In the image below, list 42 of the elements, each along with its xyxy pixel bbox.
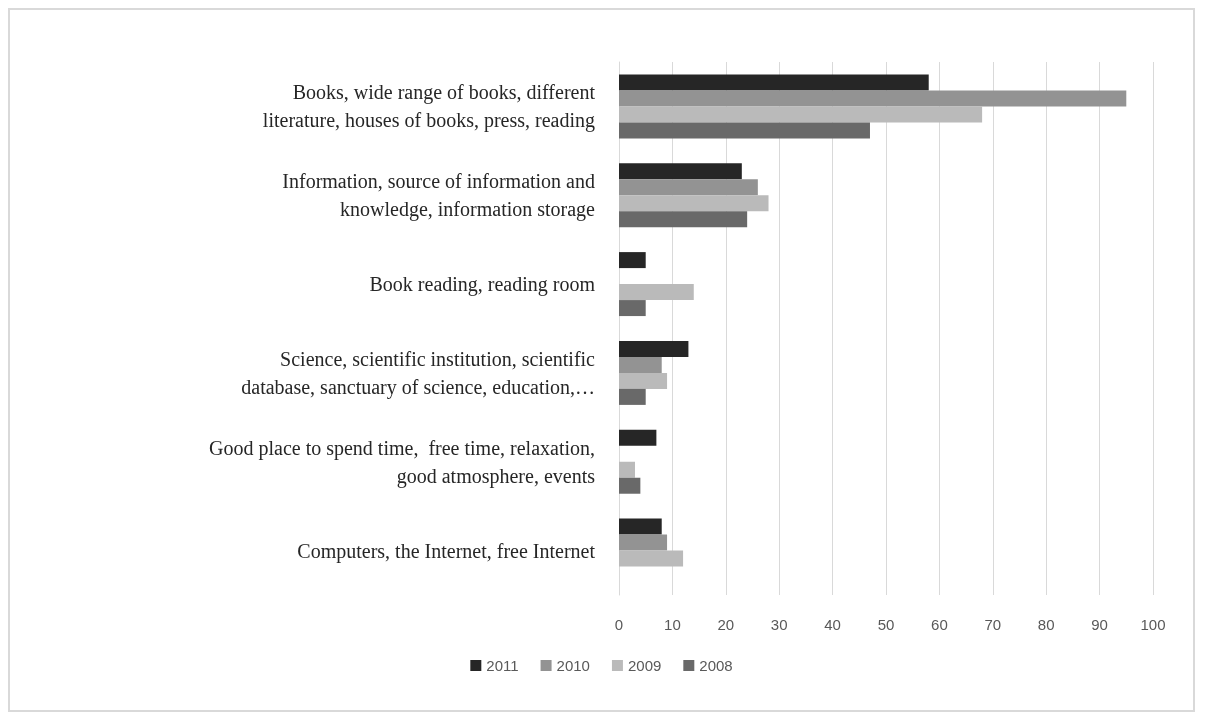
- bar: [619, 74, 929, 91]
- x-tick-label: 100: [1140, 616, 1166, 633]
- bar: [619, 179, 758, 196]
- x-tick-label: 80: [1037, 616, 1055, 633]
- y-tick-label: Books, wide range of books, different literature, houses of books, press, reading: [262, 81, 596, 133]
- y-tick-label: Science, scientific institution, scientific database, sanctuary of science, education,…: [241, 347, 596, 399]
- bar: [619, 163, 742, 180]
- bar: [619, 122, 870, 139]
- y-tick-label: Computers, the Internet, free Internet: [297, 539, 596, 563]
- bar: [619, 372, 668, 389]
- y-tick-label: Book reading, reading room: [369, 273, 596, 297]
- legend-label: 2008: [699, 657, 733, 674]
- bar: [619, 356, 662, 373]
- bar: [619, 195, 769, 212]
- bar: [619, 550, 684, 567]
- legend-label: 2009: [627, 657, 662, 674]
- x-tick-label: 40: [824, 616, 841, 633]
- x-tick-label: 20: [717, 616, 735, 633]
- legend-label: 2010: [556, 657, 590, 674]
- bar: [619, 284, 694, 301]
- legend-label: 2011: [486, 657, 519, 674]
- x-tick-label: 70: [984, 616, 1002, 633]
- x-tick-label: 30: [770, 616, 788, 633]
- bar: [619, 340, 689, 357]
- x-tick-label: 50: [877, 616, 895, 633]
- bar: [619, 90, 1127, 107]
- bar: [619, 534, 668, 551]
- bar: [619, 252, 646, 269]
- bar: [619, 477, 641, 494]
- x-tick-label: 10: [664, 616, 681, 633]
- bar: [619, 518, 662, 535]
- x-tick-label: 90: [1091, 616, 1108, 633]
- bar: [619, 461, 636, 478]
- bar: [619, 106, 983, 123]
- x-tick-label: 0: [614, 616, 624, 633]
- bar: [619, 388, 646, 405]
- bar: [619, 300, 646, 317]
- y-tick-label: Information, source of information and knowledge, information storage: [282, 170, 596, 222]
- bar: [619, 429, 657, 446]
- y-tick-label: Good place to spend time, free time, relaxation, good atmosphere, events: [209, 436, 596, 488]
- x-tick-label: 60: [931, 616, 948, 633]
- bar: [619, 211, 748, 228]
